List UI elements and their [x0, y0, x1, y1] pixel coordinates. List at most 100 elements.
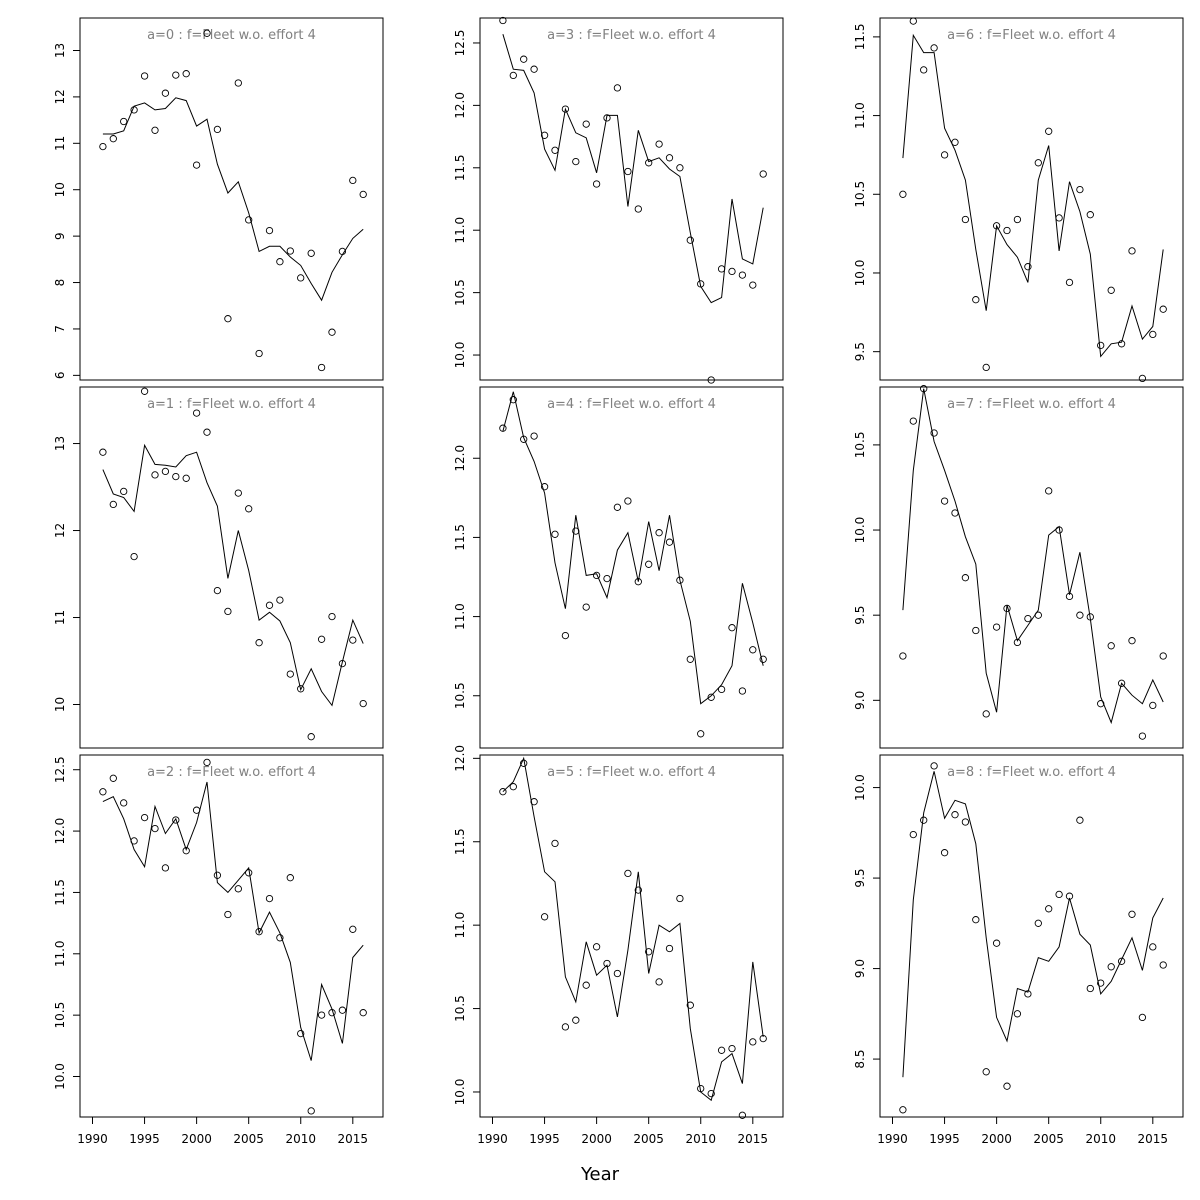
observed-point	[120, 487, 128, 496]
observed-point	[930, 762, 938, 770]
x-tick-label: 2010	[685, 1132, 716, 1146]
observed-point	[540, 483, 549, 491]
observed-point	[297, 274, 305, 282]
x-tick-label: 2015	[1138, 1132, 1169, 1146]
observed-point	[317, 363, 326, 372]
x-axis-label: Year	[580, 1164, 620, 1185]
observed-point	[1086, 984, 1094, 993]
observed-point	[1107, 963, 1115, 971]
panel-7: a=5 : f=Fleet w.o. effort 4 10.0 10.5 11.0 1…	[453, 745, 784, 1146]
y-tick-label: 10.5	[853, 432, 867, 459]
observed-point	[1086, 613, 1094, 621]
observed-point	[1003, 1082, 1011, 1090]
x-tick-label: 2005	[633, 1132, 664, 1146]
observed-point	[276, 596, 284, 604]
y-tick-label: 12.0	[453, 745, 467, 772]
observed-point	[161, 467, 170, 476]
observed-point	[1149, 330, 1157, 339]
observed-point	[349, 925, 357, 933]
y-tick-label: 10.0	[853, 517, 867, 544]
panel-frame	[879, 754, 1184, 1118]
observed-point	[940, 497, 949, 505]
observed-point	[224, 315, 232, 323]
observed-point	[738, 271, 747, 279]
observed-point	[930, 429, 938, 437]
observed-point	[613, 84, 622, 92]
observed-point	[328, 328, 336, 336]
fitted-line	[902, 388, 1164, 725]
observed-point	[151, 471, 159, 479]
observed-point	[561, 1023, 570, 1031]
observed-point	[920, 385, 928, 393]
observed-point	[265, 894, 274, 903]
observed-point	[697, 280, 705, 288]
observed-point	[255, 928, 263, 936]
observed-point	[120, 117, 128, 126]
y-tick-label: 13	[53, 43, 67, 58]
observed-point	[738, 1111, 747, 1119]
observed-point	[1097, 979, 1105, 987]
observed-point	[297, 1029, 305, 1038]
y-tick-label: 9.5	[853, 342, 867, 361]
observed-point	[1013, 215, 1022, 224]
observed-point	[1128, 637, 1136, 645]
observed-point	[655, 978, 663, 986]
observed-point	[1117, 679, 1126, 687]
observed-point	[530, 65, 538, 73]
panel-5: a=7 : f=Fleet w.o. effort 4 9.0 9.5 10.0 10.…	[853, 385, 1184, 749]
y-tick-label: 9.0	[853, 959, 867, 978]
observed-point	[255, 349, 263, 358]
observed-point	[520, 55, 528, 63]
observed-point	[1003, 604, 1011, 613]
x-tick-label: 1995	[529, 1132, 560, 1146]
observed-point	[940, 151, 949, 159]
observed-point	[1003, 226, 1011, 235]
y-tick-label: 11.5	[53, 879, 67, 906]
y-tick-label: 11.5	[453, 828, 467, 855]
observed-point	[213, 586, 222, 595]
observed-point	[509, 71, 517, 80]
observed-point	[140, 72, 149, 80]
y-tick-label: 8.5	[853, 1050, 867, 1069]
observed-point	[1097, 700, 1105, 708]
fitted-line	[502, 756, 764, 1102]
panel-title: a=2 : f=Fleet w.o. effort 4	[147, 765, 316, 780]
observed-point	[920, 66, 928, 74]
y-tick-label: 10.0	[853, 774, 867, 801]
observed-point	[1055, 214, 1063, 222]
y-tick-label: 10.0	[453, 1079, 467, 1106]
y-tick-label: 6	[53, 372, 67, 380]
observed-point	[359, 190, 367, 199]
y-tick-label: 12	[53, 89, 67, 104]
y-tick-label: 7	[53, 325, 67, 333]
observed-point	[655, 140, 663, 148]
observed-point	[192, 806, 201, 814]
observed-point	[245, 505, 253, 513]
observed-point	[920, 816, 928, 824]
observed-point	[759, 170, 767, 178]
observed-point	[972, 296, 980, 304]
observed-point	[1138, 732, 1147, 740]
y-tick-label: 12.5	[53, 756, 67, 783]
observed-point	[697, 730, 705, 738]
observed-point	[182, 847, 190, 855]
observed-point	[297, 685, 305, 693]
observed-point	[182, 70, 190, 78]
observed-point	[982, 1068, 990, 1076]
observed-point	[992, 623, 1001, 631]
observed-point	[1034, 159, 1042, 167]
observed-point	[592, 571, 601, 580]
observed-point	[520, 759, 528, 767]
observed-point	[99, 788, 107, 796]
observed-point	[265, 226, 274, 235]
observed-point	[307, 733, 315, 741]
x-tick-label: 2005	[1033, 1132, 1064, 1146]
fitted-line	[102, 443, 364, 707]
observed-point	[717, 1046, 726, 1054]
y-tick-label: 12.0	[453, 92, 467, 119]
observed-point	[213, 871, 222, 879]
observed-point	[603, 959, 611, 968]
observed-point	[1045, 127, 1053, 135]
observed-point	[1086, 211, 1094, 219]
